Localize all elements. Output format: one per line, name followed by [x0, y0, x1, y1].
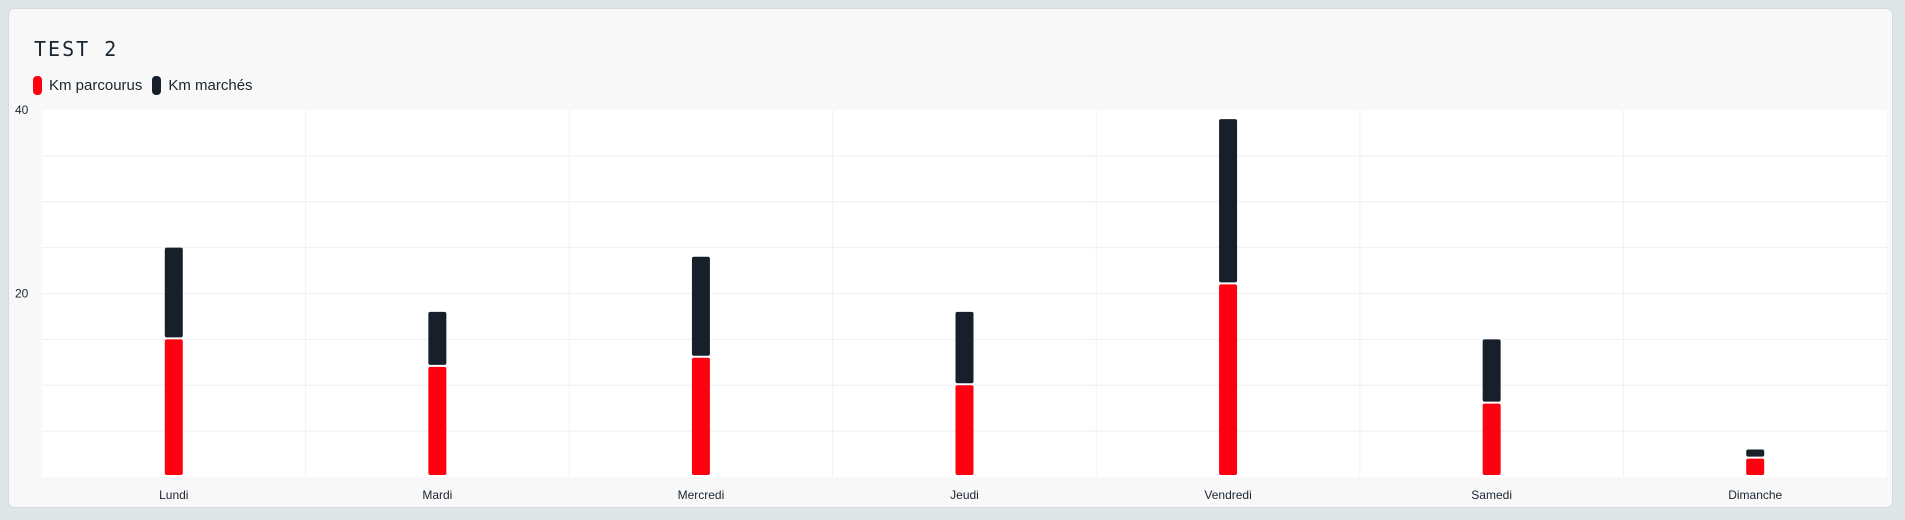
x-tick-label: Mardi [422, 488, 452, 502]
y-tick-label: 20 [15, 287, 29, 301]
card-title: TEST 2 [34, 37, 119, 61]
bar-km-march-s-jeudi [955, 311, 974, 384]
chart-legend: Km parcourus Km marchés [33, 76, 263, 95]
bar-km-march-s-vendredi [1219, 119, 1238, 283]
legend-swatch-km-parcourus [33, 76, 42, 95]
bar-km-march-s-dimanche [1746, 449, 1765, 457]
x-tick-label: Mercredi [678, 488, 725, 502]
legend-label: Km marchés [168, 77, 253, 94]
bar-km-parcourus-samedi [1482, 403, 1501, 475]
y-tick-label: 40 [15, 103, 29, 117]
x-tick-label: Lundi [159, 488, 188, 502]
bar-km-march-s-mercredi [691, 256, 710, 356]
legend-swatch-km-marches [152, 76, 162, 95]
bar-km-parcourus-jeudi [955, 385, 974, 475]
x-tick-label: Samedi [1471, 488, 1512, 502]
bar-km-march-s-samedi [1482, 339, 1501, 402]
x-tick-label: Dimanche [1728, 488, 1782, 502]
bar-km-parcourus-mardi [428, 366, 447, 475]
bar-km-parcourus-vendredi [1219, 284, 1238, 475]
legend-item-km-marches[interactable]: Km marchés [152, 76, 253, 95]
bar-km-march-s-lundi [164, 247, 183, 338]
x-tick-label: Vendredi [1204, 488, 1251, 502]
legend-label: Km parcourus [49, 77, 143, 94]
bar-km-parcourus-dimanche [1746, 458, 1765, 475]
bar-km-parcourus-mercredi [691, 357, 710, 475]
bar-km-march-s-mardi [428, 311, 447, 365]
legend-item-km-parcourus[interactable]: Km parcourus [33, 76, 142, 95]
bar-km-parcourus-lundi [164, 339, 183, 475]
x-tick-label: Jeudi [950, 488, 979, 502]
